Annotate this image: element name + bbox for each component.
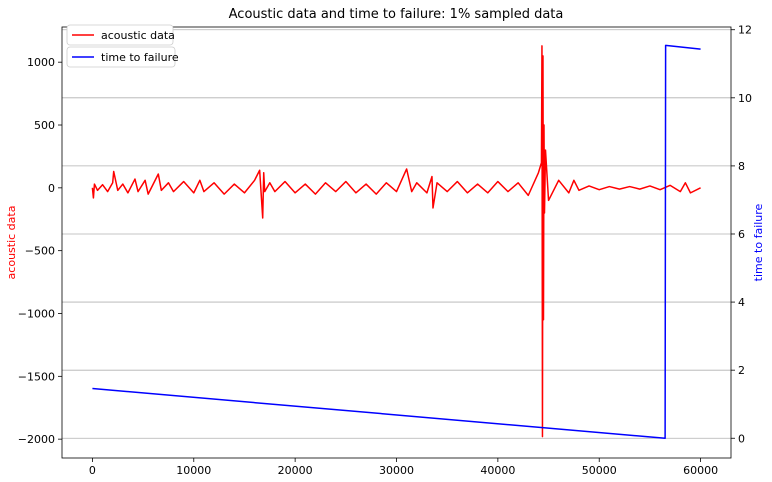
right-tick-label-1: 2 bbox=[738, 364, 745, 377]
legend-label-0: acoustic data bbox=[101, 29, 175, 42]
right-axis-label: time to failure bbox=[752, 203, 765, 281]
right-tick-label-6: 12 bbox=[738, 24, 752, 37]
left-y-axis: 1000 500 0 −500 −1000 −1500 −2000 bbox=[18, 56, 62, 446]
x-axis: 0 10000 20000 30000 40000 50000 60000 bbox=[89, 458, 718, 477]
x-tick-label-6: 60000 bbox=[683, 464, 718, 477]
left-tick-label-6: −2000 bbox=[18, 433, 55, 446]
plot-frame bbox=[61, 26, 732, 459]
chart-title: Acoustic data and time to failure: 1% sa… bbox=[229, 7, 564, 22]
series-line-time-to-failure bbox=[92, 44, 701, 439]
right-tick-label-3: 6 bbox=[738, 228, 745, 241]
left-axis-label: acoustic data bbox=[5, 206, 18, 280]
series-line-acoustic-data bbox=[91, 45, 701, 438]
legend-item-0: acoustic data bbox=[66, 24, 175, 46]
legend: acoustic data time to failure bbox=[66, 24, 179, 68]
x-tick-label-1: 10000 bbox=[176, 464, 211, 477]
x-tick-label-0: 0 bbox=[89, 464, 96, 477]
series-layer bbox=[91, 44, 701, 439]
legend-box-0 bbox=[66, 24, 174, 46]
left-tick-label-2: 0 bbox=[48, 182, 55, 195]
left-tick-label-1: 500 bbox=[34, 119, 55, 132]
right-tick-label-5: 10 bbox=[738, 92, 752, 105]
legend-item-1: time to failure bbox=[66, 46, 179, 68]
right-tick-label-0: 0 bbox=[738, 432, 745, 445]
grid bbox=[62, 29, 731, 439]
legend-box-1 bbox=[66, 46, 176, 68]
left-tick-label-4: −1000 bbox=[18, 307, 55, 320]
right-tick-label-4: 8 bbox=[738, 160, 745, 173]
left-tick-label-3: −500 bbox=[25, 245, 55, 258]
right-y-axis: 0 2 4 6 8 10 12 bbox=[731, 24, 752, 445]
left-tick-label-5: −1500 bbox=[18, 370, 55, 383]
right-tick-label-2: 4 bbox=[738, 296, 745, 309]
x-tick-label-3: 30000 bbox=[379, 464, 414, 477]
x-tick-label-2: 20000 bbox=[278, 464, 313, 477]
left-tick-label-0: 1000 bbox=[27, 56, 55, 69]
x-tick-label-5: 50000 bbox=[582, 464, 617, 477]
legend-label-1: time to failure bbox=[101, 51, 179, 64]
x-tick-label-4: 40000 bbox=[480, 464, 515, 477]
